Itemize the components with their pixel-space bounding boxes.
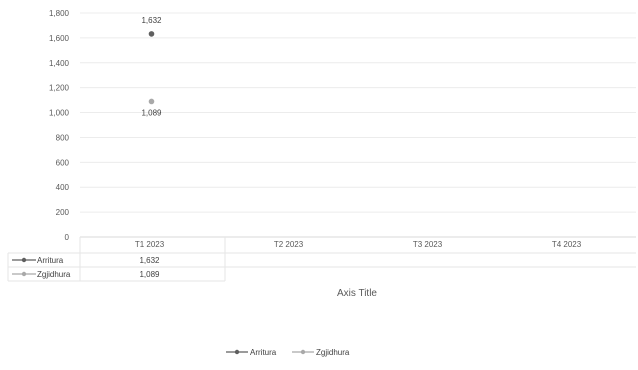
y-tick-label: 1,000 (49, 109, 70, 118)
y-tick-label: 1,200 (49, 84, 70, 93)
y-tick-label: 1,800 (49, 9, 70, 18)
data-label: 1,089 (141, 108, 162, 117)
legend-marker (234, 349, 240, 355)
series-point (148, 31, 155, 37)
table-row-label: Arritura (37, 256, 64, 265)
table-row-label: Zgjidhura (37, 270, 71, 279)
x-tick-label: T1 2023 (135, 240, 165, 249)
data-label: 1,632 (141, 16, 162, 25)
table-legend-marker (21, 271, 27, 277)
y-tick-label: 200 (56, 208, 70, 217)
y-tick-label: 400 (56, 183, 70, 192)
gridlines (80, 12, 636, 213)
table-cell: 1,632 (139, 256, 160, 265)
y-tick-label: 600 (56, 158, 70, 167)
legend-label: Zgjidhura (316, 348, 350, 357)
legend-label: Arritura (250, 348, 277, 357)
y-tick-label: 0 (65, 233, 70, 242)
legend-marker (300, 349, 306, 355)
table-cell: 1,089 (139, 270, 160, 279)
x-tick-label: T3 2023 (413, 240, 443, 249)
data-labels: 1,632 1,089 (141, 16, 162, 118)
y-tick-label: 1,400 (49, 59, 70, 68)
series-markers (148, 31, 155, 105)
series-point (148, 98, 155, 105)
x-axis-title: Axis Title (337, 288, 377, 299)
y-axis-ticks: 0 200 400 600 800 1,000 1,200 1,400 1,600 1,800 (49, 9, 70, 242)
data-table: Arritura 1,632 Zgjidhura 1,089 (7, 237, 636, 282)
x-tick-label: T2 2023 (274, 240, 304, 249)
y-tick-label: 800 (56, 133, 70, 142)
x-axis: T1 2023 T2 2023 T3 2023 T4 2023 (80, 236, 636, 249)
x-tick-label: T4 2023 (552, 240, 582, 249)
y-tick-label: 1,600 (49, 34, 70, 43)
legend: Arritura Zgjidhura (226, 348, 350, 357)
table-legend-marker (21, 257, 27, 263)
